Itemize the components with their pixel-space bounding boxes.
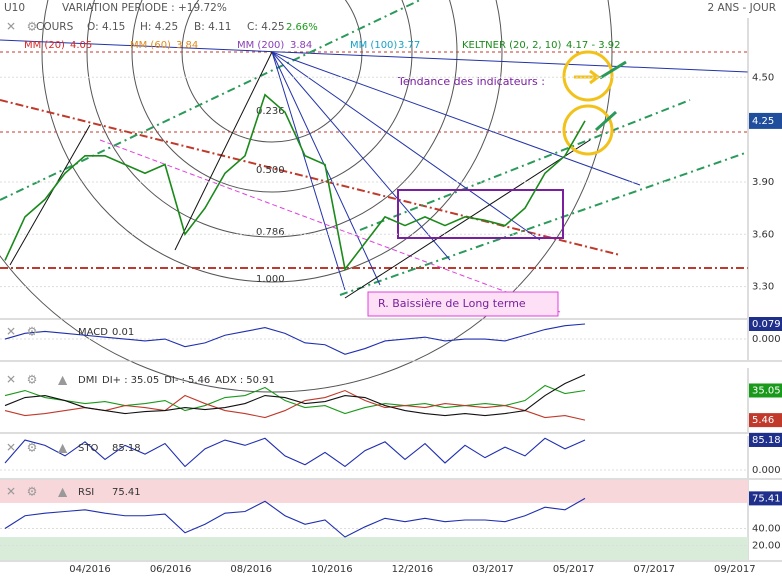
- indicator-value: 3.84: [176, 40, 198, 51]
- ohlc: H: 4.25: [140, 21, 178, 33]
- x-tick-label: 10/2016: [311, 564, 353, 575]
- fib-label: 1.000: [256, 274, 285, 285]
- y-tick-label: 4.50: [752, 72, 774, 83]
- indicator-name[interactable]: MM (100): [350, 40, 397, 51]
- settings-icon[interactable]: ⚙: [27, 485, 38, 499]
- ohlc: C: 4.25: [247, 21, 285, 33]
- indicator-value: 3.84: [290, 40, 312, 51]
- close-icon[interactable]: ✕: [6, 441, 16, 455]
- series-line: [4, 384, 586, 415]
- fib-label: 0.500: [256, 165, 285, 176]
- move-icon[interactable]: ▲: [58, 373, 68, 387]
- last-value: 75.41: [752, 493, 781, 504]
- series-line: [4, 93, 586, 272]
- variation: VARIATION PERIODE : +19.72%: [62, 2, 227, 14]
- fib-label: 0.236: [256, 106, 285, 117]
- settings-icon[interactable]: ⚙: [27, 325, 38, 339]
- y-tick-label: 3.60: [752, 229, 774, 240]
- close-icon[interactable]: ✕: [6, 20, 16, 34]
- close-icon[interactable]: ✕: [6, 373, 16, 387]
- indicator-name[interactable]: MM (20): [24, 40, 65, 51]
- panel-title: RSI: [78, 487, 94, 498]
- close-icon[interactable]: ✕: [6, 485, 16, 499]
- ohlc: O: 4.15: [87, 21, 125, 33]
- x-tick-label: 03/2017: [472, 564, 514, 575]
- close-icon[interactable]: ✕: [6, 325, 16, 339]
- last-value-box: [749, 112, 782, 129]
- annotation: R. Baissière de Long terme: [378, 297, 526, 310]
- indicator-name[interactable]: KELTNER (20, 2, 10): [462, 40, 562, 51]
- indicator-name[interactable]: MM (60): [130, 40, 171, 51]
- series-line: [4, 374, 586, 417]
- x-tick-label: 07/2017: [633, 564, 675, 575]
- last-value-box: [749, 432, 782, 447]
- last-value: 4.25: [752, 116, 774, 127]
- indicator-value: 3.77: [398, 40, 420, 51]
- series-line: [4, 323, 586, 355]
- settings-icon[interactable]: ⚙: [27, 441, 38, 455]
- series-line: [4, 497, 586, 538]
- legend-value: 5.46: [188, 375, 210, 386]
- period[interactable]: 2 ANS - JOUR: [707, 2, 776, 14]
- last-value-box: [749, 491, 782, 506]
- oversold-zone: [0, 537, 748, 560]
- last-value: 5.46: [752, 415, 774, 426]
- y-tick-label: 20.00: [752, 541, 781, 552]
- last-value: 35.05: [752, 385, 781, 396]
- fib-label: 0.786: [256, 227, 285, 238]
- ohlc: B: 4.11: [194, 21, 231, 33]
- last-value-box: [749, 317, 782, 331]
- legend-value: 50.91: [246, 375, 275, 386]
- overbought-zone: [0, 480, 748, 503]
- y-tick-label: 0.000: [752, 465, 781, 476]
- y-tick-label: 0.000: [752, 334, 781, 345]
- x-tick-label: 12/2016: [392, 564, 434, 575]
- legend-title: COURS: [36, 21, 74, 33]
- y-tick-label: 3.30: [752, 282, 774, 293]
- panel-value: 75.41: [112, 487, 141, 498]
- x-tick-label: 09/2017: [714, 564, 756, 575]
- last-value-box: [749, 383, 782, 398]
- legend-name: DI+ :: [102, 375, 128, 386]
- change: 2.66%: [286, 22, 318, 33]
- annotation: Tendance des indicateurs :: [397, 75, 545, 88]
- x-tick-label: 08/2016: [230, 564, 272, 575]
- y-tick-label: 40.00: [752, 524, 781, 535]
- indicator-value: 4.05: [70, 40, 92, 51]
- legend-name: ADX :: [215, 375, 243, 386]
- move-icon[interactable]: ▲: [58, 441, 68, 455]
- settings-icon[interactable]: ⚙: [27, 20, 38, 34]
- panel-value: 0.01: [112, 327, 134, 338]
- series-line: [4, 437, 586, 468]
- y-tick-label: 3.90: [752, 177, 774, 188]
- x-tick-label: 06/2016: [150, 564, 192, 575]
- x-tick-label: 05/2017: [553, 564, 595, 575]
- panel-title: DMI: [78, 375, 97, 386]
- move-icon[interactable]: ▲: [58, 485, 68, 499]
- x-tick-label: 04/2016: [69, 564, 111, 575]
- drawings: [0, 0, 749, 393]
- panel-title: STO: [78, 443, 98, 454]
- indicator-value: 4.17 - 3.92: [566, 40, 621, 51]
- last-value: 0.079: [752, 319, 781, 330]
- last-value: 85.18: [752, 435, 781, 446]
- indicator-name[interactable]: MM (200): [237, 40, 284, 51]
- panel-title: MACD: [78, 327, 108, 338]
- legend-value: 35.05: [131, 375, 160, 386]
- legend-name: DI- :: [164, 375, 185, 386]
- last-value-box: [749, 413, 782, 428]
- symbol: U10: [4, 2, 25, 14]
- settings-icon[interactable]: ⚙: [27, 373, 38, 387]
- panel-value: 85.18: [112, 443, 141, 454]
